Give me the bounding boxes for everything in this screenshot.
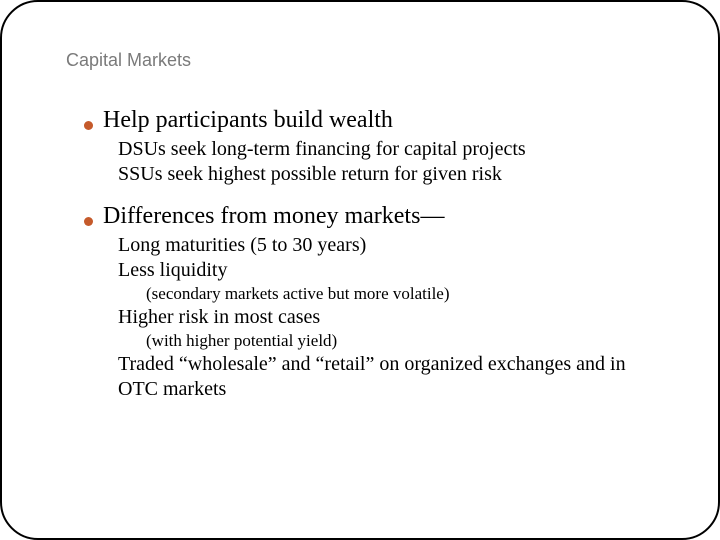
bullet-2-sub-2-detail: (secondary markets active but more volat… <box>146 283 658 305</box>
bullet-2-sub-1: Long maturities (5 to 30 years) <box>118 233 658 258</box>
slide-title: Capital Markets <box>66 50 658 71</box>
bullet-2-sub-3-detail: (with higher potential yield) <box>146 330 658 352</box>
bullet-1-sub-2: SSUs seek highest possible return for gi… <box>118 162 658 187</box>
slide-frame: Capital Markets Help participants build … <box>0 0 720 540</box>
bullet-icon <box>84 121 93 130</box>
bullet-2-sub-4: Traded “wholesale” and “retail” on organ… <box>118 352 638 402</box>
bullet-2: Differences from money markets— <box>84 201 658 231</box>
bullet-2-sub-2: Less liquidity <box>118 258 658 283</box>
bullet-1: Help participants build wealth <box>84 105 658 135</box>
bullet-2-sub-3: Higher risk in most cases <box>118 305 658 330</box>
bullet-icon <box>84 217 93 226</box>
bullet-1-text: Help participants build wealth <box>103 105 393 135</box>
bullet-1-sub-1: DSUs seek long-term financing for capita… <box>118 137 658 162</box>
spacer <box>62 187 658 201</box>
bullet-2-text: Differences from money markets— <box>103 201 444 231</box>
